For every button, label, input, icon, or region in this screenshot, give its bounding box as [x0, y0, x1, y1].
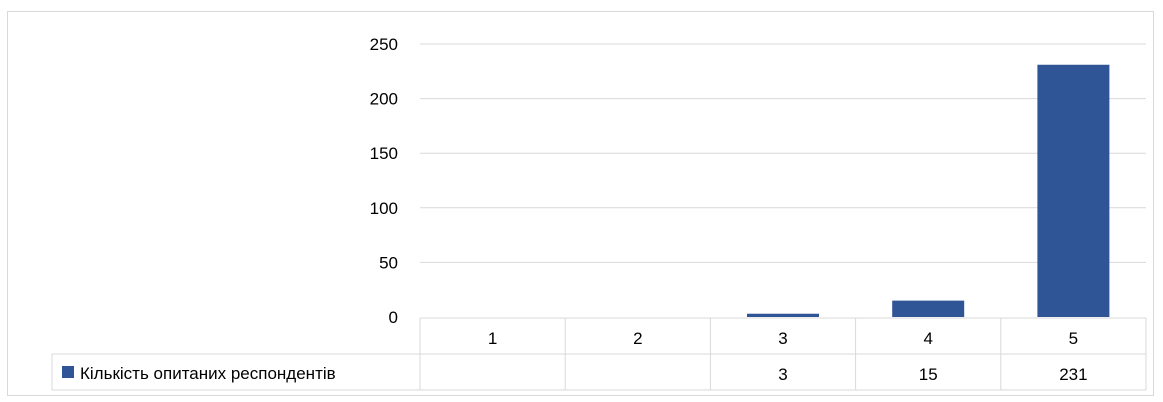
y-tick-label: 100	[370, 199, 398, 218]
x-category-label: 1	[488, 329, 497, 348]
bars	[747, 64, 1110, 317]
y-tick-label: 250	[370, 35, 398, 54]
y-tick-label: 50	[379, 253, 398, 272]
x-category-label: 5	[1069, 329, 1078, 348]
legend-swatch	[62, 366, 74, 378]
y-tick-label: 0	[389, 308, 398, 327]
table-value: 231	[1059, 365, 1087, 384]
legend-label: Кількість опитаних респондентів	[80, 364, 336, 383]
bar	[1037, 64, 1110, 317]
bar	[892, 300, 965, 317]
chart-border	[7, 11, 1154, 396]
x-category-label: 4	[923, 329, 932, 348]
data-table: 1 2 3 4 5 3 15 231 Кількість опитаних респондент…	[51, 317, 1147, 391]
y-axis-ticks: 0 50 100 150 200 250	[370, 35, 398, 327]
x-category-label: 2	[633, 329, 642, 348]
table-value: 15	[919, 365, 938, 384]
y-tick-label: 150	[370, 144, 398, 163]
table-value: 3	[778, 365, 787, 384]
y-tick-label: 200	[370, 90, 398, 109]
bar	[747, 313, 819, 317]
x-category-label: 3	[778, 329, 787, 348]
gridlines	[420, 43, 1146, 263]
